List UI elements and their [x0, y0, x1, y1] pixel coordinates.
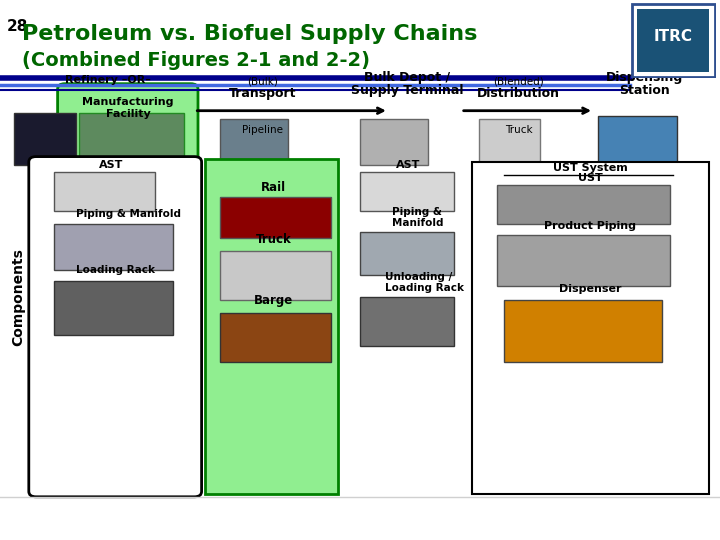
Text: Rail: Rail [261, 181, 286, 194]
FancyBboxPatch shape [79, 113, 184, 162]
FancyBboxPatch shape [54, 224, 173, 270]
FancyBboxPatch shape [360, 297, 454, 346]
Text: Pipeline: Pipeline [243, 125, 283, 136]
FancyBboxPatch shape [360, 172, 454, 211]
FancyBboxPatch shape [504, 300, 662, 362]
Text: Distribution: Distribution [477, 87, 560, 100]
Text: Bulk Depot /: Bulk Depot / [364, 71, 450, 84]
Text: Manifold: Manifold [392, 218, 444, 228]
Text: Dispenser: Dispenser [559, 284, 621, 294]
Text: Product Piping: Product Piping [544, 221, 636, 231]
Text: Barge: Barge [254, 294, 293, 307]
FancyBboxPatch shape [29, 157, 202, 497]
Text: Petroleum vs. Biofuel Supply Chains: Petroleum vs. Biofuel Supply Chains [22, 24, 477, 44]
FancyBboxPatch shape [497, 185, 670, 224]
FancyBboxPatch shape [220, 119, 288, 165]
Text: INTERSTATE: INTERSTATE [661, 10, 685, 14]
FancyBboxPatch shape [54, 172, 155, 211]
Text: UST System: UST System [553, 163, 628, 173]
Text: Loading Rack: Loading Rack [385, 282, 464, 293]
Text: (Bulk): (Bulk) [248, 76, 278, 86]
Text: Refinery –OR–: Refinery –OR– [65, 75, 150, 85]
Text: 28: 28 [7, 19, 29, 34]
Text: Unloading /: Unloading / [385, 272, 452, 282]
Text: Piping & Manifold: Piping & Manifold [76, 208, 181, 219]
FancyBboxPatch shape [472, 162, 709, 494]
Text: Station: Station [619, 84, 670, 97]
Text: Supply Terminal: Supply Terminal [351, 84, 463, 97]
Text: Loading Rack: Loading Rack [76, 265, 155, 275]
Text: AST: AST [396, 160, 420, 170]
Text: Manufacturing
Facility: Manufacturing Facility [82, 97, 174, 119]
FancyBboxPatch shape [631, 4, 715, 77]
Text: Components: Components [11, 248, 25, 346]
FancyBboxPatch shape [637, 9, 709, 72]
Text: AST: AST [99, 160, 124, 170]
Text: Truck: Truck [505, 125, 532, 136]
FancyBboxPatch shape [220, 313, 331, 362]
Text: ITRC: ITRC [654, 29, 693, 44]
FancyBboxPatch shape [497, 235, 670, 286]
FancyBboxPatch shape [479, 119, 540, 165]
Text: Transport: Transport [229, 87, 297, 100]
FancyBboxPatch shape [205, 159, 338, 494]
FancyBboxPatch shape [220, 197, 331, 238]
Text: (Blended): (Blended) [493, 76, 544, 86]
Text: Dispensing: Dispensing [606, 71, 683, 84]
Text: Piping &: Piping & [392, 207, 442, 217]
FancyBboxPatch shape [360, 232, 454, 275]
Text: REGULATORY: REGULATORY [660, 68, 687, 72]
FancyBboxPatch shape [14, 113, 76, 165]
Text: UST: UST [578, 172, 603, 183]
FancyBboxPatch shape [58, 84, 198, 167]
FancyBboxPatch shape [220, 251, 331, 300]
Text: (Combined Figures 2-1 and 2-2): (Combined Figures 2-1 and 2-2) [22, 51, 369, 70]
FancyBboxPatch shape [360, 119, 428, 165]
FancyBboxPatch shape [598, 116, 677, 165]
Text: Truck: Truck [256, 233, 292, 246]
FancyBboxPatch shape [54, 281, 173, 335]
